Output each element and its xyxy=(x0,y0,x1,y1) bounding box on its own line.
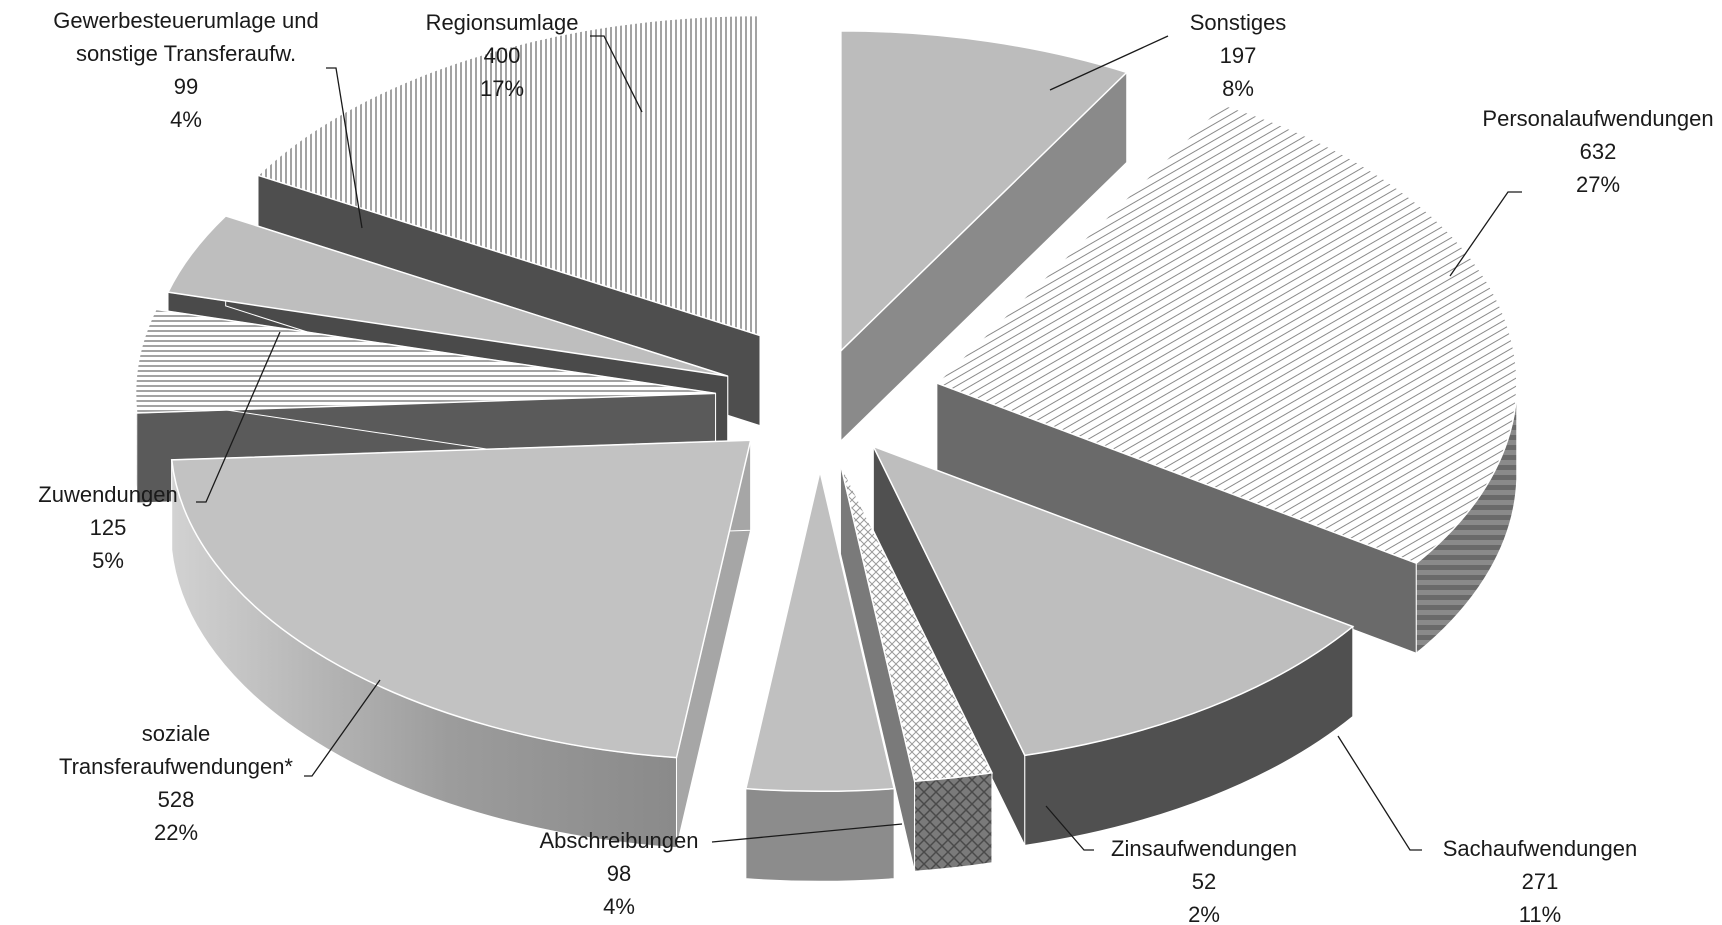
slice-top-zinsaufwendungen xyxy=(839,463,994,783)
slice-outer-face-abschreibungen-0 xyxy=(745,788,895,882)
data-label-line-soziale-transferaufwendungen-1: Transferaufwendungen* xyxy=(59,754,293,779)
data-label-line-regionsumlage-2: 17% xyxy=(480,76,524,101)
data-label-line-abschreibungen-2: 4% xyxy=(603,894,635,919)
data-label-line-sachaufwendungen-1: 271 xyxy=(1522,869,1559,894)
leader-line-zinsaufwendungen xyxy=(1045,805,1094,851)
data-label-line-zinsaufwendungen-1: 52 xyxy=(1192,869,1216,894)
data-label-sonstiges: Sonstiges 197 8% xyxy=(1190,10,1287,101)
data-label-zinsaufwendungen: Zinsaufwendungen 52 2% xyxy=(1111,836,1297,925)
slice-top-personalaufwendungen xyxy=(935,103,1518,565)
data-label-line-sonstiges-0: Sonstiges xyxy=(1190,10,1287,35)
leader-lines xyxy=(196,35,1522,851)
data-label-line-soziale-transferaufwendungen-0: soziale xyxy=(142,721,210,746)
data-label-line-abschreibungen-0: Abschreibungen xyxy=(539,828,698,853)
data-label-line-gewerbesteuerumlage-und-sonstige-transferaufw-3: 4% xyxy=(170,107,202,132)
data-label-line-regionsumlage-0: Regionsumlage xyxy=(426,10,579,35)
data-label-line-sonstiges-1: 197 xyxy=(1220,43,1257,68)
data-label-soziale-transferaufwendungen: soziale Transferaufwendungen* 528 22% xyxy=(59,721,293,845)
data-label-line-soziale-transferaufwendungen-2: 528 xyxy=(158,787,195,812)
slice-outer-face-zinsaufwendungen-0 xyxy=(914,772,993,872)
data-label-line-zinsaufwendungen-2: 2% xyxy=(1188,902,1220,925)
data-labels: Sonstiges 197 8% Personalaufwendungen 632 27%… xyxy=(38,8,1713,925)
data-label-line-personalaufwendungen-0: Personalaufwendungen xyxy=(1482,106,1713,131)
data-label-line-zuwendungen-1: 125 xyxy=(90,515,127,540)
data-label-line-gewerbesteuerumlage-und-sonstige-transferaufw-2: 99 xyxy=(174,74,198,99)
data-label-line-abschreibungen-1: 98 xyxy=(607,861,631,886)
slice-top-abschreibungen xyxy=(744,471,896,793)
data-label-gewerbesteuerumlage-und-sonstige-transferaufw: Gewerbesteuerumlage und sonstige Transfer… xyxy=(53,8,318,132)
data-label-line-gewerbesteuerumlage-und-sonstige-transferaufw-0: Gewerbesteuerumlage und xyxy=(53,8,318,33)
data-label-line-sachaufwendungen-2: 11% xyxy=(1519,902,1561,925)
slice-top-zuwendungen xyxy=(134,308,716,414)
leader-line-gewerbesteuerumlage-und-sonstige-transferaufw xyxy=(326,67,363,229)
data-label-line-personalaufwendungen-1: 632 xyxy=(1580,139,1617,164)
slice-top-soziale-transferaufwendungen xyxy=(170,439,752,759)
data-label-line-sachaufwendungen-0: Sachaufwendungen xyxy=(1443,836,1638,861)
slice-top-gewerbesteuerumlage-und-sonstige-transferaufw xyxy=(166,215,728,377)
data-label-regionsumlage: Regionsumlage 400 17% xyxy=(426,10,579,101)
leader-line-sachaufwendungen xyxy=(1337,735,1422,851)
data-label-line-zuwendungen-0: Zuwendungen xyxy=(38,482,177,507)
leader-line-soziale-transferaufwendungen xyxy=(304,679,381,777)
leader-line-sonstiges xyxy=(1049,35,1169,91)
data-label-line-zinsaufwendungen-0: Zinsaufwendungen xyxy=(1111,836,1297,861)
slice-top-regionsumlage xyxy=(256,14,761,337)
slice-top-sachaufwendungen xyxy=(871,445,1355,757)
slice-top-sonstiges xyxy=(840,30,1129,353)
data-label-line-sonstiges-2: 8% xyxy=(1222,76,1254,101)
leader-line-zuwendungen xyxy=(196,331,281,503)
data-label-zuwendungen: Zuwendungen 125 5% xyxy=(38,482,177,573)
data-label-line-zuwendungen-2: 5% xyxy=(92,548,124,573)
data-label-abschreibungen: Abschreibungen 98 4% xyxy=(539,828,698,919)
leader-line-personalaufwendungen xyxy=(1449,191,1522,277)
data-label-line-personalaufwendungen-2: 27% xyxy=(1576,172,1620,197)
slice-tops xyxy=(134,14,1518,793)
leader-line-regionsumlage xyxy=(590,35,643,113)
data-label-line-gewerbesteuerumlage-und-sonstige-transferaufw-1: sonstige Transferaufw. xyxy=(76,41,296,66)
data-label-personalaufwendungen: Personalaufwendungen 632 27% xyxy=(1482,106,1713,197)
data-label-line-regionsumlage-1: 400 xyxy=(484,43,521,68)
data-label-line-soziale-transferaufwendungen-3: 22% xyxy=(154,820,198,845)
leader-line-abschreibungen xyxy=(711,823,903,843)
data-label-sachaufwendungen: Sachaufwendungen 271 11% xyxy=(1443,836,1638,925)
